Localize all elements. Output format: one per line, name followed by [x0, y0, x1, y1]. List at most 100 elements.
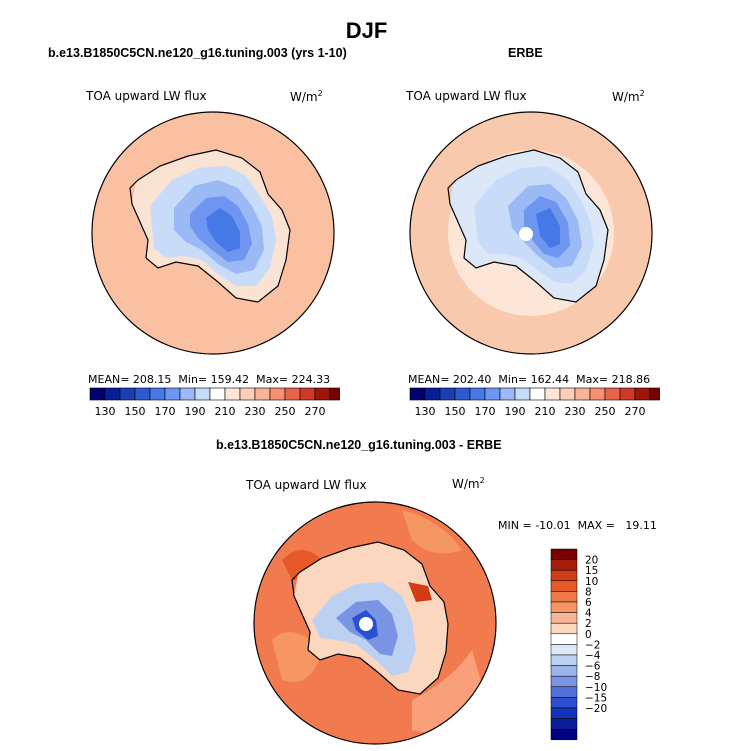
- colorbar-tick-label: 270: [305, 405, 326, 418]
- stats-obs: MEAN= 202.40 Min= 162.44 Max= 218.86: [408, 373, 651, 386]
- stats-model: MEAN= 208.15 Min= 159.42 Max= 224.33: [88, 373, 331, 386]
- colorbar-tick-label: 20: [585, 555, 598, 567]
- colorbar-tick-label: 170: [155, 405, 176, 418]
- colorbar-tick-label: −2: [585, 639, 600, 651]
- colorbar-tick-label: −10: [585, 682, 607, 694]
- panel-title-model: b.e13.B1850C5CN.ne120_g16.tuning.003 (yr…: [48, 46, 347, 60]
- land-red-patch-difference: [408, 582, 432, 602]
- pole-hole-difference: [359, 617, 373, 631]
- colorbar-box: [649, 387, 660, 401]
- colorbar-box: [550, 633, 578, 645]
- colorbar-box: [550, 686, 578, 698]
- colorbar-box: [514, 387, 531, 401]
- colorbar-tick-label: −8: [585, 671, 600, 683]
- colorbar-box: [550, 559, 578, 571]
- colorbar-box: [550, 644, 578, 656]
- colorbar-tick-label: 270: [625, 405, 646, 418]
- colorbar-box: [604, 387, 621, 401]
- colorbar-box: [559, 387, 576, 401]
- colorbar-box: [550, 728, 578, 741]
- colorbar-tick-label: 2: [585, 618, 592, 630]
- panel-title-obs: ERBE: [508, 46, 543, 60]
- colorbar-box: [239, 387, 256, 401]
- colorbar-tick-label: 10: [585, 576, 598, 588]
- colorbar-box: [529, 387, 546, 401]
- colorbar-box: [89, 387, 106, 401]
- interior-deep-blue-model: [206, 208, 240, 252]
- colorbar-tick-label: 150: [125, 405, 146, 418]
- colorbar-box: [550, 548, 578, 560]
- colorbar-obs: 130 150 170 190 210 230 250 270: [409, 387, 660, 418]
- colorbar-box: [439, 387, 456, 401]
- colorbar-box: [550, 580, 578, 592]
- colorbar-box: [574, 387, 591, 401]
- colorbar-box: [550, 718, 578, 730]
- interior-deep-blue-obs: [536, 208, 560, 248]
- field-label-obs: TOA upward LW flux: [406, 89, 527, 103]
- stats-difference: MIN = -10.01 MAX = 19.11: [498, 519, 657, 532]
- colorbar-tick-label: 0: [585, 629, 592, 641]
- colorbar-tick-label: −4: [585, 650, 601, 662]
- colorbar-tick-label: 250: [275, 405, 296, 418]
- colorbar-box: [634, 387, 651, 401]
- colorbar-box: [409, 387, 426, 401]
- colorbar-box: [544, 387, 561, 401]
- units-label-difference: W/m2: [452, 476, 485, 491]
- colorbar-box: [550, 612, 578, 624]
- colorbar-box: [589, 387, 606, 401]
- colorbar-box: [194, 387, 211, 401]
- colorbar-box: [254, 387, 271, 401]
- colorbar-box: [134, 387, 151, 401]
- map-border-model: [91, 111, 335, 355]
- field-label-difference: TOA upward LW flux: [246, 478, 367, 492]
- colorbar-tick-label: −6: [585, 661, 601, 673]
- map-model: [91, 111, 335, 355]
- colorbar-box: [314, 387, 331, 401]
- colorbar-tick-label: 4: [585, 608, 592, 620]
- colorbar-tick-label: 210: [215, 405, 236, 418]
- map-border-obs: [409, 111, 653, 355]
- map-border-difference: [253, 501, 497, 745]
- colorbar-box: [550, 601, 578, 613]
- field-label-model: TOA upward LW flux: [86, 89, 207, 103]
- colorbar-tick-label: −15: [585, 692, 607, 704]
- colorbar-tick-label: 250: [595, 405, 616, 418]
- pole-hole-obs: [519, 227, 533, 241]
- main-title: DJF: [345, 18, 388, 43]
- colorbar-box: [550, 697, 578, 709]
- colorbar-tick-label: 210: [535, 405, 556, 418]
- colorbar-box: [454, 387, 471, 401]
- colorbar-box: [119, 387, 136, 401]
- colorbar-tick-label: 170: [475, 405, 496, 418]
- colorbar-tick-label: 15: [585, 565, 598, 577]
- colorbar-box: [164, 387, 181, 401]
- colorbar-box: [269, 387, 286, 401]
- colorbar-tick-label: 150: [445, 405, 466, 418]
- colorbar-tick-label: 230: [245, 405, 266, 418]
- colorbar-box: [104, 387, 121, 401]
- colorbar-box: [550, 675, 578, 688]
- coastline-difference: [291, 541, 449, 695]
- colorbar-box: [329, 387, 340, 401]
- map-obs: [409, 111, 653, 355]
- colorbar-box: [284, 387, 301, 401]
- units-label-obs: W/m2: [612, 89, 645, 104]
- panel-title-difference: b.e13.B1850C5CN.ne120_g16.tuning.003 - E…: [216, 438, 502, 452]
- colorbar-box: [179, 387, 196, 401]
- colorbar-tick-label: 6: [585, 597, 592, 609]
- colorbar-model: 130 150 170 190 210 230 250 270: [89, 387, 340, 418]
- coastline-model: [129, 149, 291, 303]
- colorbar-tick-label: 190: [185, 405, 206, 418]
- colorbar-box: [224, 387, 241, 401]
- colorbar-box: [209, 387, 226, 401]
- ocean-patch-light-2: [402, 510, 462, 554]
- colorbar-box: [550, 591, 578, 603]
- colorbar-box: [550, 665, 578, 677]
- colorbar-box: [550, 707, 578, 719]
- colorbar-box: [484, 387, 501, 401]
- colorbar-tick-label: −20: [585, 703, 607, 715]
- coastline-obs: [447, 149, 609, 303]
- colorbar-box: [550, 622, 578, 635]
- units-label-model: W/m2: [290, 89, 323, 104]
